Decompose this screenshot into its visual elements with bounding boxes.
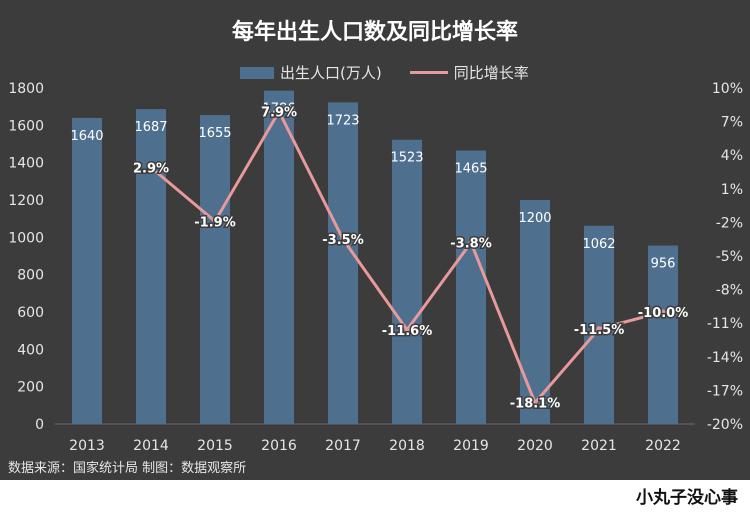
legend: 出生人口(万人) 同比增长率 [240, 62, 529, 83]
bar-value-label: 1687 [134, 120, 167, 135]
growth-point [212, 218, 218, 224]
category-label: 2018 [389, 438, 425, 454]
left-tick-label: 0 [35, 417, 44, 433]
category-label: 2016 [261, 438, 297, 454]
right-tick-label: 4% [721, 148, 743, 164]
growth-point [660, 309, 666, 315]
left-tick-label: 400 [17, 342, 44, 358]
right-tick-label: 1% [721, 182, 743, 198]
bar [72, 117, 102, 424]
bar [648, 245, 678, 424]
left-tick-label: 1600 [8, 118, 44, 134]
bar-value-label: 1062 [582, 237, 615, 252]
bar-value-label: 956 [651, 257, 676, 272]
bar [392, 139, 422, 424]
category-label: 2014 [133, 438, 169, 454]
category-label: 2022 [645, 438, 681, 454]
growth-rate-label: -11.6% [382, 324, 433, 339]
bar-value-label: 1200 [518, 211, 551, 226]
growth-point [148, 165, 154, 171]
left-tick-label: 200 [17, 380, 44, 396]
right-tick-label: -20% [707, 417, 743, 433]
chart-svg: 0 200 400 600 800 1000 1200 1400 1600 1800 -20% -17… [8, 81, 743, 454]
growth-rate-label: -3.8% [450, 237, 491, 252]
left-tick-label: 1000 [8, 230, 44, 246]
growth-rate-label: -10.0% [638, 306, 689, 321]
bar [456, 150, 486, 425]
bar-value-label: 1655 [198, 126, 231, 141]
right-tick-label: -2% [716, 215, 743, 231]
category-label: 2013 [69, 438, 105, 454]
bar [264, 90, 294, 424]
category-label: 2020 [517, 438, 553, 454]
growth-rate-label: 7.9% [261, 106, 297, 121]
category-label: 2021 [581, 438, 617, 454]
left-tick-label: 1200 [8, 193, 44, 209]
growth-point [404, 327, 410, 333]
bar-value-label: 1523 [390, 151, 423, 166]
legend-bar-swatch [240, 66, 274, 79]
legend-line-label: 同比增长率 [453, 64, 529, 82]
bar-value-label: 1723 [326, 113, 359, 128]
bar [520, 200, 550, 424]
right-tick-label: 10% [712, 81, 743, 97]
source-note: 数据来源：国家统计局 制图：数据观察所 [8, 461, 247, 476]
left-tick-label: 1400 [8, 156, 44, 172]
growth-rate-label: -18.1% [510, 397, 561, 412]
bar [136, 109, 166, 425]
right-tick-label: -11% [707, 316, 743, 332]
bar-value-label: 1465 [454, 162, 487, 177]
growth-point [340, 236, 346, 242]
legend-line-swatch [409, 71, 448, 74]
legend-bar-label: 出生人口(万人) [280, 64, 382, 82]
chart-title: 每年出生人口数及同比增长率 [231, 20, 518, 45]
growth-rate-label: -3.5% [322, 233, 363, 248]
growth-point [468, 240, 474, 246]
right-tick-label: -17% [707, 383, 743, 399]
right-tick-label: -5% [716, 249, 743, 265]
left-tick-label: 800 [17, 268, 44, 284]
growth-point [532, 400, 538, 406]
growth-point [276, 109, 282, 115]
bar [328, 102, 358, 424]
chart-panel [0, 0, 750, 480]
category-label: 2019 [453, 438, 489, 454]
left-tick-label: 1800 [8, 81, 44, 97]
category-label: 2017 [325, 438, 361, 454]
bar-value-label: 1640 [70, 129, 103, 144]
right-tick-label: -14% [707, 350, 743, 366]
bar [200, 115, 230, 425]
growth-rate-label: 2.9% [133, 162, 169, 177]
growth-point [596, 326, 602, 332]
category-label: 2015 [197, 438, 233, 454]
growth-rate-label: -1.9% [194, 215, 235, 230]
watermark: 小丸子没心事 [636, 488, 738, 508]
right-tick-label: -8% [716, 283, 743, 299]
left-tick-label: 600 [17, 305, 44, 321]
right-tick-label: 7% [721, 115, 743, 131]
growth-rate-label: -11.5% [574, 323, 625, 338]
